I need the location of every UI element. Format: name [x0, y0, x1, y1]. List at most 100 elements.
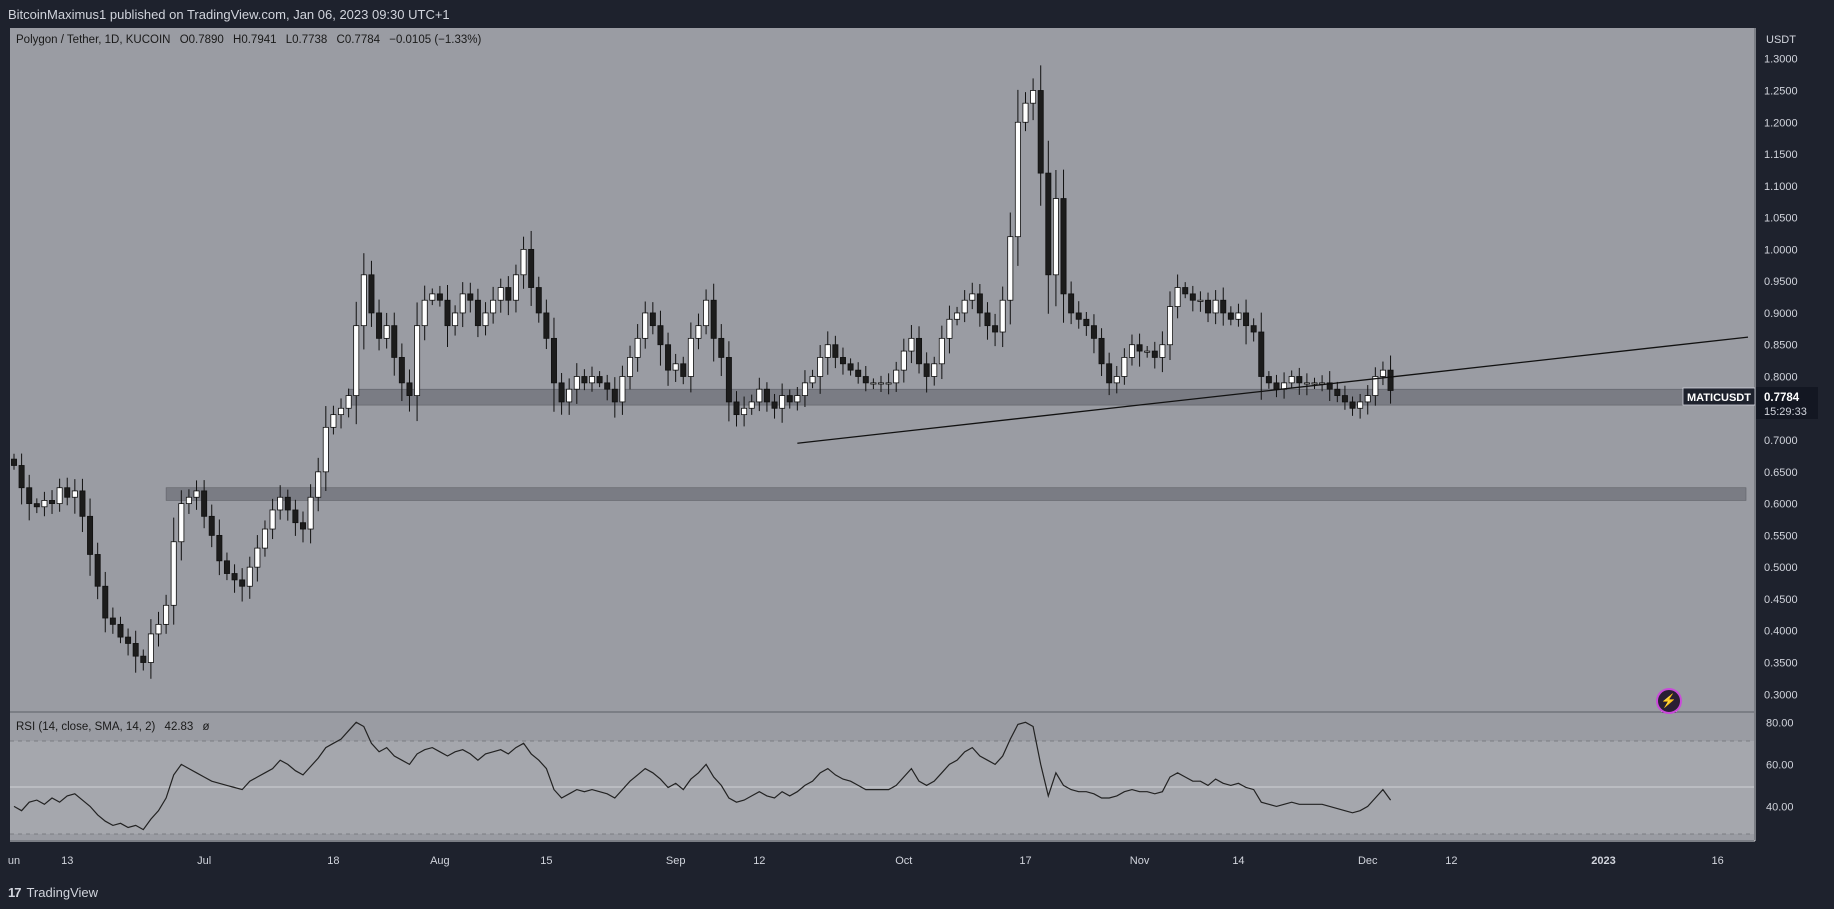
- candle-body: [125, 636, 132, 644]
- candle-body: [345, 395, 352, 409]
- candle-body: [550, 337, 557, 384]
- candle-body: [1273, 382, 1280, 390]
- high-value: 0.7941: [241, 34, 277, 46]
- candle-body: [452, 312, 459, 327]
- rsi-tick-label: 60.00: [1766, 759, 1794, 771]
- candle-body: [1220, 299, 1227, 314]
- support-zone: [348, 388, 1747, 406]
- candle-body: [398, 357, 405, 384]
- time-tick-label: 14: [1232, 855, 1244, 867]
- candle-body: [490, 299, 497, 314]
- candle-body: [976, 293, 983, 314]
- rsi-value: 42.83: [164, 721, 194, 733]
- candle-body: [1265, 376, 1272, 384]
- candle-body: [1189, 293, 1196, 301]
- candle-body: [528, 248, 535, 288]
- ascending-trendline[interactable]: [797, 336, 1749, 444]
- candle-body: [733, 401, 740, 416]
- time-axis-bg[interactable]: [0, 841, 1756, 878]
- candle-body: [1098, 337, 1105, 365]
- candle-body: [429, 293, 436, 301]
- candle-body: [535, 287, 542, 314]
- candle-body: [984, 312, 991, 327]
- candle-body: [1030, 90, 1037, 104]
- candle-body: [969, 293, 976, 301]
- time-tick-label: 16: [1711, 855, 1723, 867]
- time-tick-label: 18: [327, 855, 339, 867]
- candle-body: [406, 382, 413, 396]
- support-zone: [165, 487, 1747, 501]
- candle-body: [1258, 331, 1265, 377]
- candle-body: [261, 528, 268, 549]
- candle-body: [132, 643, 139, 657]
- time-tick-label: Dec: [1358, 855, 1378, 867]
- tradingview-brand: TradingView: [26, 885, 99, 900]
- candle-body: [163, 604, 170, 625]
- candle-body: [64, 487, 71, 498]
- rsi-legend[interactable]: RSI (14, close, SMA, 14, 2) 42.83 ø: [16, 721, 210, 733]
- candle-body: [999, 299, 1006, 333]
- candle-body: [459, 293, 466, 314]
- price-tick-label: 1.1500: [1764, 149, 1798, 161]
- candle-body: [254, 547, 261, 568]
- candle-body: [231, 573, 238, 581]
- candle-body: [49, 500, 56, 505]
- candle-body: [102, 585, 109, 619]
- price-tick-label: 0.9000: [1764, 308, 1798, 320]
- price-tick-label: 0.3500: [1764, 658, 1798, 670]
- candle-body: [946, 318, 953, 339]
- candle-body: [1296, 376, 1303, 384]
- candle-body: [1311, 382, 1318, 385]
- tradingview-logo[interactable]: 17 TradingView: [8, 885, 98, 900]
- candle-body: [505, 287, 512, 301]
- candle-body: [79, 490, 86, 517]
- candle-body: [794, 395, 801, 403]
- candle-body: [581, 376, 588, 384]
- candle-body: [1174, 287, 1181, 307]
- candle-body: [862, 376, 869, 384]
- price-pane[interactable]: [10, 28, 1754, 711]
- candle-body: [117, 623, 124, 638]
- candle-body: [931, 363, 938, 377]
- legend-header[interactable]: Polygon / Tether, 1D, KUCOIN O0.7890 H0.…: [16, 34, 481, 46]
- candle-body: [855, 369, 862, 377]
- rsi-label[interactable]: RSI (14, close, SMA, 14, 2): [16, 721, 156, 733]
- candle-body: [11, 458, 17, 466]
- price-tick-label: 1.2500: [1764, 85, 1798, 97]
- candle-body: [885, 382, 892, 385]
- lightning-icon[interactable]: ⚡: [1656, 688, 1682, 714]
- candle-body: [41, 500, 48, 508]
- candle-body: [1106, 363, 1113, 384]
- countdown-timer: 15:29:33: [1764, 406, 1807, 418]
- candle-body: [1341, 395, 1348, 403]
- price-tick-label: 1.2000: [1764, 117, 1798, 129]
- symbol-tag-label: MATICUSDT: [1687, 392, 1751, 404]
- candle-body: [1288, 376, 1295, 384]
- low-value: 0.7738: [292, 34, 328, 46]
- rsi-axis-ticks: 80.00 60.00 40.00: [1766, 717, 1794, 813]
- symbol-description[interactable]: Polygon / Tether, 1D, KUCOIN: [16, 34, 171, 46]
- candle-body: [741, 407, 748, 416]
- candle-body: [703, 299, 710, 327]
- candles: [11, 65, 1394, 679]
- candle-body: [710, 299, 717, 339]
- candle-body: [992, 325, 999, 333]
- candle-body: [292, 509, 299, 524]
- rsi-line: [13, 721, 1392, 831]
- price-tick-label: 0.5000: [1764, 562, 1798, 574]
- symbol-tag: [1682, 387, 1756, 406]
- candle-body: [748, 401, 755, 409]
- candle-body: [1357, 401, 1364, 409]
- price-tick-label: 1.1000: [1764, 181, 1798, 193]
- price-axis-bg[interactable]: [1756, 28, 1834, 878]
- close-label: C: [336, 34, 345, 46]
- time-tick-label: Aug: [430, 855, 450, 867]
- candle-body: [338, 407, 345, 416]
- candle-body: [870, 382, 877, 385]
- candle-body: [566, 388, 573, 403]
- time-tick-label: 17: [1019, 855, 1031, 867]
- candle-body: [436, 293, 443, 301]
- candle-body: [414, 325, 421, 396]
- candle-body: [558, 382, 565, 403]
